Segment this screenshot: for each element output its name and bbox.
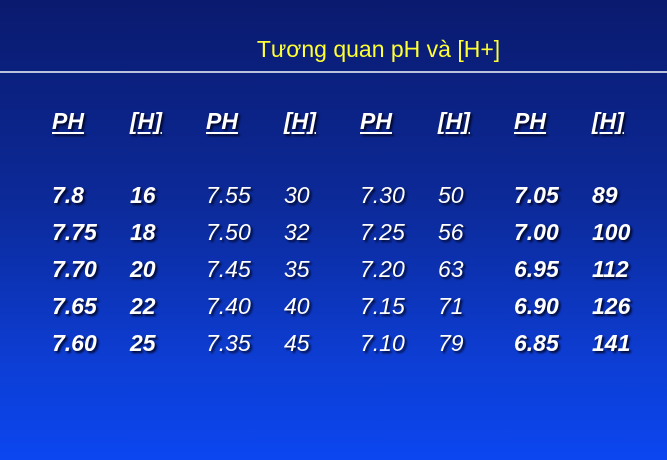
- ph-value: 7.70: [52, 256, 97, 282]
- h-value: 20: [130, 256, 156, 282]
- column-header-ph: PH: [514, 108, 546, 134]
- ph-value: 7.05: [514, 182, 559, 208]
- h-value: 22: [130, 293, 156, 319]
- h-value: 32: [284, 219, 310, 245]
- ph-value: 6.85: [514, 330, 559, 356]
- ph-value: 7.45: [206, 256, 251, 282]
- h-value: 45: [284, 330, 310, 356]
- h-value: 16: [130, 182, 156, 208]
- h-value: 112: [592, 256, 629, 282]
- h-value: 100: [592, 219, 631, 245]
- h-value: 50: [438, 182, 464, 208]
- ph-value: 7.15: [360, 293, 405, 319]
- column-header-h: [H]: [592, 108, 624, 134]
- ph-value: 6.95: [514, 256, 559, 282]
- ph-value: 7.35: [206, 330, 251, 356]
- slide-title: Tương quan pH và [H+]: [256, 36, 501, 62]
- title-divider: [0, 71, 667, 73]
- column-header-ph: PH: [360, 108, 392, 134]
- h-value: 30: [284, 182, 310, 208]
- h-value: 89: [592, 182, 618, 208]
- column-header-ph: PH: [52, 108, 84, 134]
- h-value: 79: [438, 330, 464, 356]
- h-value: 56: [438, 219, 464, 245]
- h-value: 141: [592, 330, 631, 356]
- ph-value: 7.30: [360, 182, 405, 208]
- ph-value: 7.8: [52, 182, 84, 208]
- h-value: 18: [130, 219, 156, 245]
- ph-value: 7.20: [360, 256, 405, 282]
- ph-value: 6.90: [514, 293, 559, 319]
- ph-value: 7.50: [206, 219, 251, 245]
- column-header-h: [H]: [284, 108, 316, 134]
- column-header-ph: PH: [206, 108, 238, 134]
- ph-value: 7.25: [360, 219, 405, 245]
- ph-value: 7.60: [52, 330, 97, 356]
- h-value: 63: [438, 256, 464, 282]
- ph-value: 7.00: [514, 219, 559, 245]
- ph-value: 7.55: [206, 182, 251, 208]
- ph-value: 7.75: [52, 219, 97, 245]
- h-value: 71: [438, 293, 464, 319]
- column-header-h: [H]: [438, 108, 470, 134]
- column-header-h: [H]: [130, 108, 162, 134]
- h-value: 126: [592, 293, 631, 319]
- h-value: 40: [284, 293, 310, 319]
- h-value: 35: [284, 256, 310, 282]
- ph-value: 7.65: [52, 293, 97, 319]
- ph-value: 7.10: [360, 330, 405, 356]
- ph-value: 7.40: [206, 293, 251, 319]
- h-value: 25: [130, 330, 156, 356]
